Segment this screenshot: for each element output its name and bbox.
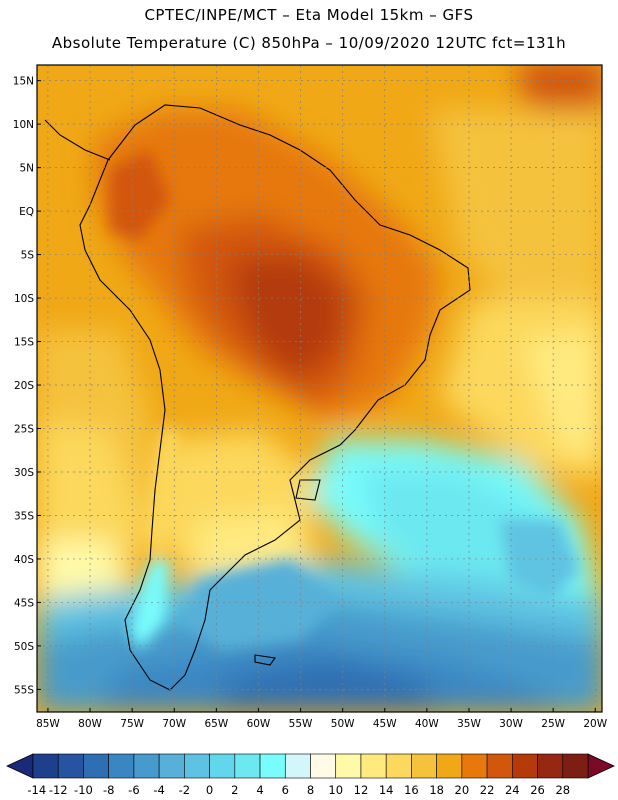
colorbar-swatch: [284, 753, 311, 779]
lon-tick-label: 80W: [78, 718, 102, 730]
colorbar-label: 18: [429, 783, 444, 797]
colorbar-swatch: [158, 753, 185, 779]
lat-tick-label: 15N: [13, 76, 34, 88]
lon-tick-label: 20W: [583, 718, 607, 730]
title-line-1: CPTEC/INPE/MCT – Eta Model 15km – GFS: [144, 6, 474, 24]
lat-tick-label: 10S: [14, 293, 34, 305]
colorbar-swatch: [209, 753, 236, 779]
colorbar-swatch: [411, 753, 437, 779]
colorbar-label: 28: [555, 783, 570, 797]
colorbar-label: 4: [256, 783, 263, 797]
temperature-field: [37, 65, 602, 712]
lon-tick-label: 45W: [373, 718, 397, 730]
colorbar-label: 26: [530, 783, 545, 797]
lon-tick-label: 65W: [204, 718, 228, 730]
map-frame: [36, 64, 603, 713]
colorbar-swatch: [385, 753, 412, 779]
lat-tick-label: 15S: [14, 337, 34, 349]
lat-tick-label: 40S: [14, 554, 34, 566]
graticule: [37, 65, 602, 712]
lon-tick-label: 40W: [415, 718, 439, 730]
lat-tick-label: 35S: [14, 510, 34, 522]
colorbar-label: 0: [206, 783, 213, 797]
colorbar-swatch: [486, 753, 513, 779]
colorbar-swatch: [335, 753, 362, 779]
colorbar-swatch: [32, 753, 59, 779]
colorbar-swatch: [562, 753, 589, 779]
colorbar-swatch: [259, 753, 286, 779]
colorbar-swatch: [108, 753, 135, 779]
lat-tick-label: EQ: [19, 206, 34, 218]
latitude-axis: 15N 10N 5N EQ 5S 10S 15S 20S 25S 30S 35S 40S 45S 50S 5…: [13, 76, 41, 696]
longitude-axis: 85W 80W 75W 70W 65W 60W 55W 50W 45W 40W 35W 30W 25W 2…: [36, 708, 608, 730]
colorbar-label: 20: [455, 783, 470, 797]
colorbar-label: 6: [282, 783, 289, 797]
colorbar-swatch: [537, 753, 564, 779]
colorbar-label: -14: [27, 783, 46, 797]
colorbar-label: -8: [103, 783, 114, 797]
lon-tick-label: 30W: [499, 718, 523, 730]
colorbar-swatch: [83, 753, 109, 779]
colorbar-label: 24: [505, 783, 520, 797]
colorbar-swatch: [360, 753, 387, 779]
lat-tick-label: 50S: [14, 641, 34, 653]
lon-tick-label: 50W: [331, 718, 355, 730]
colorbar-label: -2: [179, 783, 190, 797]
lon-tick-label: 75W: [120, 718, 144, 730]
lon-tick-label: 55W: [289, 718, 313, 730]
colorbar-label: 14: [379, 783, 394, 797]
lat-tick-label: 5S: [21, 250, 35, 262]
colorbar-label: 2: [231, 783, 238, 797]
colorbar-label: 8: [307, 783, 314, 797]
colorbar-swatch: [512, 753, 538, 779]
lat-tick-label: 10N: [13, 119, 34, 131]
lat-tick-label: 55S: [14, 684, 34, 696]
lon-tick-label: 85W: [36, 718, 60, 730]
colorbar-label: -10: [74, 783, 93, 797]
lat-tick-label: 30S: [14, 467, 34, 479]
colorbar-label: 10: [328, 783, 343, 797]
colorbar-label: 16: [404, 783, 419, 797]
colorbar-label: 22: [480, 783, 495, 797]
colorbar-swatch: [310, 753, 337, 779]
colorbar-swatch: [57, 753, 84, 779]
colorbar-swatch: [436, 753, 463, 779]
colorbar-swatch: [234, 753, 261, 779]
colorbar-over-arrow: [587, 753, 615, 779]
colorbar-label: -4: [153, 783, 164, 797]
colorbar-label: -6: [128, 783, 139, 797]
lat-tick-label: 45S: [14, 597, 34, 609]
colorbar-swatch: [184, 753, 210, 779]
colorbar-label: -12: [49, 783, 68, 797]
colorbar: -14 -12 -10 -8 -6 -4 -2 0 2 4 6 8 10 12 14 16 18 20 22 24 26…: [6, 753, 615, 797]
lon-tick-label: 25W: [541, 718, 565, 730]
lon-tick-label: 60W: [247, 718, 271, 730]
colorbar-swatch: [461, 753, 488, 779]
colorbar-label: 12: [354, 783, 369, 797]
coastline-outline: [44, 104, 471, 691]
lon-tick-label: 70W: [162, 718, 186, 730]
colorbar-under-arrow: [6, 753, 34, 779]
lat-tick-label: 5N: [19, 163, 34, 175]
title-line-2: Absolute Temperature (C) 850hPa – 10/09/…: [51, 34, 567, 52]
lat-tick-label: 20S: [14, 380, 34, 392]
lat-tick-label: 25S: [14, 424, 34, 436]
lon-tick-label: 35W: [457, 718, 481, 730]
colorbar-swatch: [133, 753, 160, 779]
